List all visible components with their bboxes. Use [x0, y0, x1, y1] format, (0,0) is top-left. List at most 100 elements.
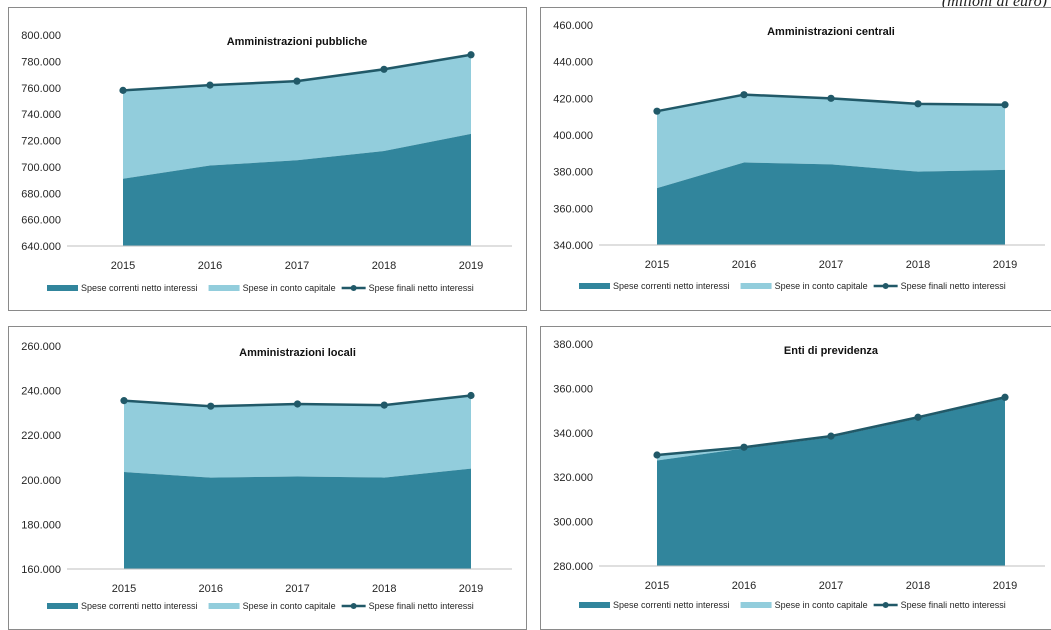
marker-spese-finali-netto-interessi: [653, 107, 661, 115]
x-tick-label: 2016: [732, 259, 756, 271]
y-tick-label: 680.000: [21, 188, 61, 200]
chart-svg: 640.000 660.000 680.000 700.000 720.000 740.0…: [21, 30, 512, 293]
unit-note: (milioni di euro): [941, 0, 1047, 10]
y-tick-label: 780.000: [21, 56, 61, 68]
y-tick-label: 360.000: [553, 203, 593, 215]
marker-spese-finali-netto-interessi: [293, 77, 301, 85]
x-tick-label: 2015: [111, 260, 135, 272]
legend-label: Spese in conto capitale: [775, 281, 868, 291]
y-tick-label: 760.000: [21, 83, 61, 95]
marker-spese-finali-netto-interessi: [1001, 101, 1009, 109]
legend-label: Spese correnti netto interessi: [613, 281, 730, 291]
y-tick-label: 640.000: [21, 241, 61, 253]
x-tick-label: 2019: [459, 583, 483, 595]
y-tick-label: 160.000: [21, 564, 61, 576]
legend-label: Spese in conto capitale: [243, 283, 336, 293]
legend-swatch-finali-marker: [882, 602, 889, 608]
legend-label: Spese finali netto interessi: [901, 600, 1006, 610]
area-spese-correnti-netto-interessi: [123, 133, 471, 246]
y-tick-label: 420.000: [553, 93, 593, 105]
marker-spese-finali-netto-interessi: [120, 397, 128, 405]
marker-spese-finali-netto-interessi: [653, 451, 661, 459]
marker-spese-finali-netto-interessi: [467, 51, 475, 59]
y-tick-label: 460.000: [553, 20, 593, 32]
legend-label: Spese in conto capitale: [243, 601, 336, 611]
area-spese-in-conto-capitale: [657, 94, 1005, 189]
legend-swatch-correnti: [579, 283, 610, 289]
y-tick-label: 200.000: [21, 475, 61, 487]
y-tick-label: 320.000: [553, 472, 593, 484]
legend-label: Spese finali netto interessi: [369, 283, 474, 293]
marker-spese-finali-netto-interessi: [914, 413, 922, 421]
x-tick-label: 2015: [645, 580, 669, 592]
y-tick-label: 360.000: [553, 383, 593, 395]
chart-title: Amministrazioni pubbliche: [227, 36, 368, 48]
x-tick-label: 2019: [993, 580, 1017, 592]
x-tick-label: 2016: [198, 260, 222, 272]
marker-spese-finali-netto-interessi: [293, 400, 302, 408]
chart-panel-amministrazioni-locali: 160.000 180.000 200.000 220.000 240.000 260.0…: [8, 326, 527, 630]
x-tick-label: 2017: [819, 259, 843, 271]
marker-spese-finali-netto-interessi: [827, 94, 835, 102]
marker-spese-finali-netto-interessi: [206, 81, 214, 89]
legend-label: Spese correnti netto interessi: [81, 601, 198, 611]
marker-spese-finali-netto-interessi: [1001, 393, 1009, 401]
chart-svg: 280.000 300.000 320.000 340.000 360.000 380.0…: [553, 339, 1045, 610]
legend-swatch-finali-marker: [350, 603, 357, 609]
legend-swatch-capitale: [740, 283, 772, 289]
area-spese-correnti-netto-interessi: [124, 468, 471, 569]
y-tick-label: 440.000: [553, 57, 593, 69]
marker-spese-finali-netto-interessi: [467, 391, 475, 400]
area-spese-correnti-netto-interessi: [657, 162, 1005, 245]
legend-swatch-correnti: [47, 603, 78, 609]
chart-title: Enti di previdenza: [784, 345, 879, 357]
chart-panel-amministrazioni-centrali: 340.000 360.000 380.000 400.000 420.000 440.0…: [540, 7, 1051, 311]
y-tick-label: 380.000: [553, 167, 593, 179]
y-tick-label: 240.000: [21, 386, 61, 398]
x-tick-label: 2019: [993, 259, 1017, 271]
x-tick-label: 2019: [459, 260, 483, 272]
x-tick-label: 2017: [819, 580, 843, 592]
x-tick-label: 2017: [285, 583, 309, 595]
chart-panel-enti-di-previdenza: 280.000 300.000 320.000 340.000 360.000 380.0…: [540, 326, 1051, 630]
x-tick-label: 2018: [906, 259, 930, 271]
marker-spese-finali-netto-interessi: [380, 65, 388, 73]
y-tick-label: 400.000: [553, 130, 593, 142]
legend-swatch-finali-marker: [350, 285, 357, 291]
chart-svg: 340.000 360.000 380.000 400.000 420.000 440.0…: [553, 20, 1045, 291]
chart-title: Amministrazioni centrali: [767, 26, 895, 38]
chart-panel-amministrazioni-pubbliche: 640.000 660.000 680.000 700.000 720.000 740.0…: [8, 7, 527, 311]
y-tick-label: 180.000: [21, 519, 61, 531]
area-spese-correnti-netto-interessi: [657, 398, 1005, 566]
legend-swatch-capitale: [740, 602, 772, 608]
legend-swatch-finali-marker: [882, 283, 889, 289]
marker-spese-finali-netto-interessi: [740, 443, 748, 451]
marker-spese-finali-netto-interessi: [380, 401, 388, 409]
legend-swatch-correnti: [579, 602, 610, 608]
marker-spese-finali-netto-interessi: [119, 86, 127, 94]
marker-spese-finali-netto-interessi: [914, 100, 922, 108]
y-tick-label: 260.000: [21, 341, 61, 353]
x-tick-label: 2018: [372, 260, 396, 272]
y-tick-label: 300.000: [553, 517, 593, 529]
x-tick-label: 2016: [199, 583, 223, 595]
chart-svg: 160.000 180.000 200.000 220.000 240.000 260.0…: [21, 341, 512, 611]
y-tick-label: 720.000: [21, 136, 61, 148]
y-tick-label: 660.000: [21, 215, 61, 227]
x-tick-label: 2015: [112, 583, 136, 595]
marker-spese-finali-netto-interessi: [827, 432, 835, 440]
legend-label: Spese finali netto interessi: [369, 601, 474, 611]
legend-swatch-capitale: [208, 603, 240, 609]
legend-label: Spese correnti netto interessi: [613, 600, 730, 610]
y-tick-label: 700.000: [21, 162, 61, 174]
y-tick-label: 340.000: [553, 428, 593, 440]
legend-swatch-correnti: [47, 285, 78, 291]
x-tick-label: 2016: [732, 580, 756, 592]
legend-label: Spese finali netto interessi: [901, 281, 1006, 291]
x-tick-label: 2018: [372, 583, 396, 595]
marker-spese-finali-netto-interessi: [207, 402, 215, 410]
x-tick-label: 2017: [285, 260, 309, 272]
legend-label: Spese correnti netto interessi: [81, 283, 198, 293]
legend-swatch-capitale: [208, 285, 240, 291]
legend-label: Spese in conto capitale: [775, 600, 868, 610]
